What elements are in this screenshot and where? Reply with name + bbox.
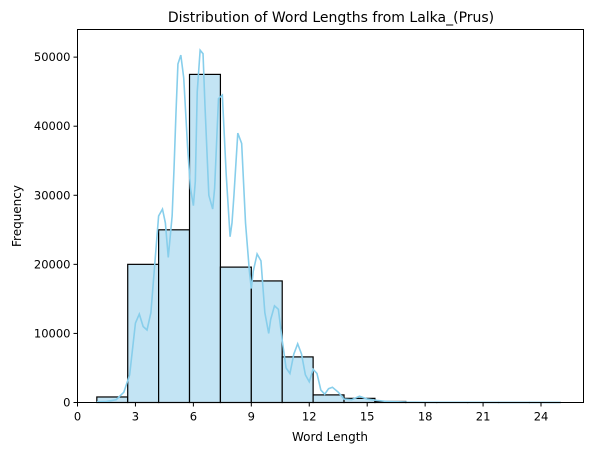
chart-title: Distribution of Word Lengths from Lalka_… [168, 10, 494, 26]
y-tick-label: 40000 [34, 119, 71, 133]
histogram-bar-5 [219, 266, 252, 404]
bars-group [96, 73, 561, 404]
y-tick-label: 50000 [34, 50, 71, 64]
x-tick-label: 6 [190, 410, 197, 424]
kde-line [96, 48, 561, 404]
histogram-bar-2 [127, 263, 160, 404]
y-tick-label: 20000 [34, 257, 71, 271]
histogram-bar-8 [312, 394, 345, 404]
x-tick-label: 12 [302, 410, 317, 424]
y-tick-label: 30000 [34, 188, 71, 202]
x-tick-label: 21 [476, 410, 491, 424]
histogram-bar-3 [158, 229, 191, 404]
y-axis-ticks: 0 10000 20000 30000 40000 50000 [34, 50, 78, 410]
y-axis-label: Frequency [10, 185, 24, 247]
x-tick-label: 3 [132, 410, 139, 424]
histogram-bar-4 [188, 73, 222, 404]
y-tick-label: 10000 [34, 326, 71, 340]
x-axis-label: Word Length [292, 430, 368, 444]
x-tick-label: 24 [534, 410, 549, 424]
x-tick-label: 15 [360, 410, 375, 424]
histogram-bar-6 [250, 280, 283, 404]
y-tick-label: 0 [63, 396, 70, 410]
x-tick-label: 9 [248, 410, 255, 424]
x-axis-ticks: 0 3 6 9 12 15 18 21 24 [74, 402, 549, 424]
x-tick-label: 18 [418, 410, 433, 424]
x-tick-label: 0 [74, 410, 81, 424]
plot-frame [77, 29, 584, 403]
